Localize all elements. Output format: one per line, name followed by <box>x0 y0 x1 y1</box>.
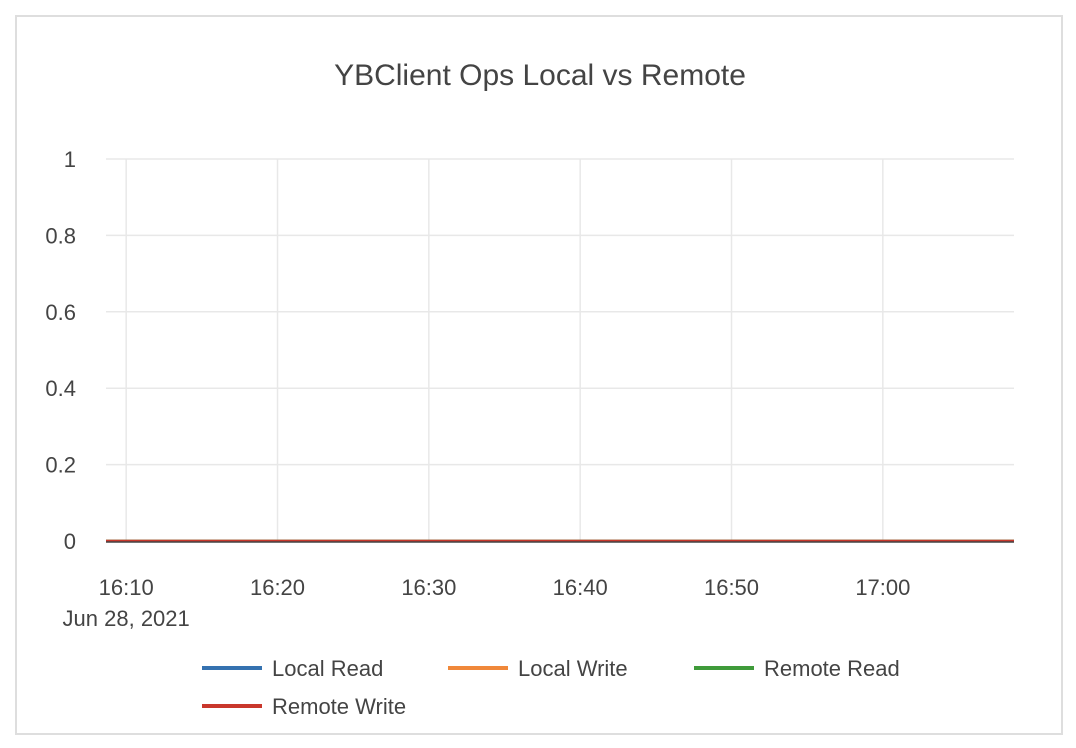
legend-item[interactable]: Local Read <box>202 656 383 681</box>
chart-title: YBClient Ops Local vs Remote <box>334 59 746 92</box>
legend-label: Remote Write <box>272 694 406 719</box>
chart-card <box>15 15 1063 735</box>
y-tick-label: 0.2 <box>45 453 76 478</box>
x-tick-label: 16:10 <box>99 575 154 600</box>
y-tick-label: 0 <box>64 529 76 554</box>
legend-item[interactable]: Remote Write <box>202 694 406 719</box>
legend-label: Local Read <box>272 656 383 681</box>
y-tick-label: 0.4 <box>45 376 76 401</box>
legend-label: Remote Read <box>764 656 900 681</box>
y-tick-label: 0.8 <box>45 223 76 248</box>
x-tick-label: 16:40 <box>553 575 608 600</box>
legend-item[interactable]: Remote Read <box>694 656 900 681</box>
x-tick-label: 17:00 <box>855 575 910 600</box>
x-tick-label: 16:20 <box>250 575 305 600</box>
legend-item[interactable]: Local Write <box>448 656 628 681</box>
x-tick-sublabel: Jun 28, 2021 <box>63 606 190 631</box>
legend-label: Local Write <box>518 656 628 681</box>
y-tick-label: 0.6 <box>45 300 76 325</box>
x-tick-label: 16:50 <box>704 575 759 600</box>
y-tick-label: 1 <box>64 147 76 172</box>
x-tick-label: 16:30 <box>401 575 456 600</box>
